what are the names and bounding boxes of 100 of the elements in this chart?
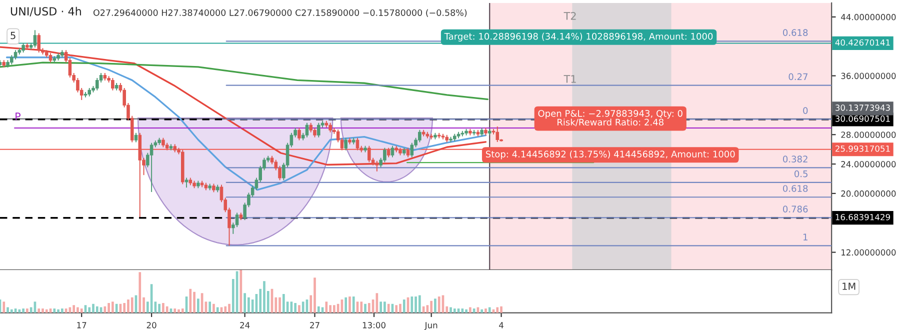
- x-tick-label: 27: [310, 322, 320, 328]
- y-tick-label: 28.00000000: [841, 132, 896, 138]
- candlestick: [344, 137, 348, 151]
- x-tick-label: 13:00: [362, 322, 386, 328]
- bar: [410, 296, 414, 313]
- bar: [484, 308, 487, 313]
- bar: [325, 302, 328, 313]
- annotation: T1: [564, 75, 576, 83]
- bar: [344, 297, 348, 313]
- annotation: 0.618: [783, 29, 808, 36]
- bar: [302, 302, 304, 313]
- annotation: Target: 10.28896198 (34.14%) 1028896198, Amount: 1000: [444, 32, 713, 42]
- bar: [96, 306, 98, 313]
- candlestick: [313, 127, 316, 138]
- x-tick-label: 17: [77, 322, 86, 328]
- bar: [76, 307, 79, 313]
- bar: [72, 305, 75, 313]
- bar: [166, 306, 168, 313]
- bar: [434, 298, 436, 313]
- chart-title: UNI/USD · 4h: [10, 6, 81, 16]
- bar: [488, 307, 491, 313]
- bar: [228, 304, 230, 313]
- y-tick-label: 12.00000000: [842, 249, 896, 256]
- bar: [278, 297, 281, 313]
- bar: [399, 304, 402, 313]
- ref-line-label: 30.06907501: [836, 116, 890, 122]
- bar: [500, 306, 502, 313]
- bar: [348, 296, 351, 313]
- bar: [197, 298, 200, 313]
- bar: [294, 302, 296, 313]
- annotation: Stop: 4.14456892 (13.75%) 414456892, Amount: 1000: [486, 150, 735, 160]
- candlestick: [368, 145, 371, 163]
- bar: [414, 296, 417, 313]
- bar: [22, 308, 24, 313]
- candlestick: [37, 32, 40, 54]
- bar: [298, 305, 300, 313]
- bar: [314, 278, 316, 313]
- bar: [174, 308, 176, 313]
- candlestick: [356, 137, 360, 151]
- bar: [387, 304, 390, 313]
- bar: [364, 304, 366, 313]
- annotation: Open P&L: −2.97883943, Qty: 0 Risk/Reward Ratio: 2.48: [538, 110, 682, 126]
- candlestick: [48, 52, 52, 64]
- candlestick: [386, 147, 390, 158]
- bar: [208, 302, 211, 313]
- bar: [212, 304, 215, 313]
- bar: [333, 305, 336, 313]
- bar: [430, 300, 432, 313]
- x-tick-label: Jun: [424, 322, 438, 330]
- bar: [112, 302, 114, 313]
- bar: [92, 304, 94, 313]
- bar: [189, 288, 192, 313]
- bar: [138, 272, 142, 313]
- ref-line-label: 25.99317051: [836, 145, 890, 152]
- bar: [480, 309, 484, 313]
- x-tick-label: 24: [240, 322, 250, 328]
- candlestick: [33, 30, 37, 48]
- candlestick: [298, 127, 301, 141]
- ref-line-label: 40.42670141: [835, 39, 890, 46]
- candlestick: [328, 122, 332, 133]
- text: O27.29640000 H27.38740000 L27.06790000 C27.15890000 −0.15780000 (−0.58%): [93, 9, 467, 17]
- annotation: 0.382: [783, 156, 808, 162]
- annotation: 0.786: [783, 206, 808, 212]
- bar: [45, 309, 48, 313]
- candlestick: [14, 50, 18, 60]
- bar: [384, 302, 386, 313]
- candlestick: [235, 212, 239, 228]
- annotation: 0.27: [788, 73, 808, 80]
- bar: [53, 308, 56, 313]
- bar: [418, 295, 421, 313]
- x-tick-label: 4: [499, 322, 504, 328]
- annotation: 5: [10, 32, 16, 40]
- bar: [352, 296, 355, 313]
- candlestick: [496, 126, 500, 142]
- candlestick: [305, 122, 309, 138]
- bar: [158, 304, 160, 313]
- bar: [263, 281, 266, 313]
- bar: [282, 294, 285, 313]
- x-tick-label: 20: [146, 322, 156, 328]
- candlestick: [390, 145, 394, 158]
- y-tick-label: 20.00000000: [841, 190, 896, 197]
- bar: [61, 308, 64, 313]
- bar: [26, 308, 28, 313]
- bar: [453, 308, 456, 313]
- bar: [127, 300, 130, 313]
- bar: [438, 296, 440, 313]
- candlestick: [111, 78, 114, 91]
- bar: [108, 302, 110, 313]
- bar: [244, 293, 246, 313]
- bar: [450, 307, 452, 313]
- annotation: 0: [803, 107, 808, 114]
- text: 1M: [842, 282, 856, 290]
- candlestick: [309, 122, 313, 133]
- annotation: 0.618: [783, 185, 808, 192]
- bar: [178, 309, 180, 313]
- bar: [395, 305, 398, 313]
- candlestick: [134, 132, 138, 143]
- annotation: 0.5: [794, 170, 808, 178]
- candlestick: [150, 142, 154, 192]
- bar: [216, 307, 219, 313]
